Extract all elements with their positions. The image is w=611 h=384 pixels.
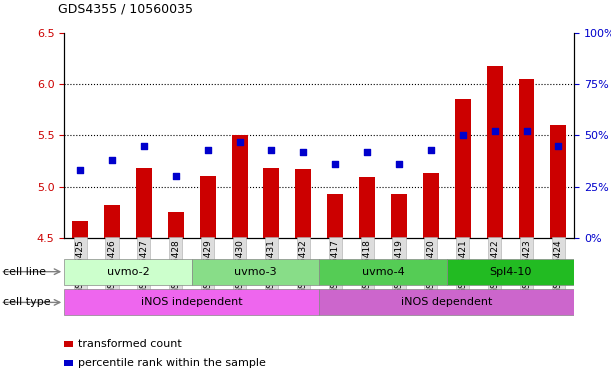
Point: [107, 157, 117, 163]
Bar: [192, 259, 319, 285]
Text: uvmo-3: uvmo-3: [234, 266, 277, 277]
Bar: [200, 177, 216, 238]
Point: [394, 161, 404, 167]
Text: GSM796419: GSM796419: [395, 239, 403, 294]
Text: GSM796426: GSM796426: [108, 239, 117, 294]
Text: Spl4-10: Spl4-10: [489, 266, 532, 277]
Text: GSM796418: GSM796418: [362, 239, 371, 294]
Point: [139, 142, 148, 149]
Bar: [391, 194, 407, 238]
Text: percentile rank within the sample: percentile rank within the sample: [78, 358, 266, 368]
Text: cell type: cell type: [3, 297, 51, 308]
Bar: [486, 66, 503, 238]
Text: GSM796420: GSM796420: [426, 239, 436, 294]
Point: [554, 142, 563, 149]
Point: [362, 149, 372, 155]
Bar: [320, 290, 574, 315]
Bar: [72, 221, 88, 238]
Bar: [168, 212, 184, 238]
Bar: [263, 168, 279, 238]
Bar: [232, 136, 247, 238]
Text: iNOS dependent: iNOS dependent: [401, 297, 492, 308]
Text: GDS4355 / 10560035: GDS4355 / 10560035: [58, 2, 193, 15]
Text: transformed count: transformed count: [78, 339, 181, 349]
Text: GSM796417: GSM796417: [331, 239, 340, 294]
Point: [298, 149, 308, 155]
Text: iNOS independent: iNOS independent: [141, 297, 243, 308]
Point: [458, 132, 467, 139]
Text: GSM796427: GSM796427: [139, 239, 148, 294]
Bar: [423, 173, 439, 238]
Text: GSM796430: GSM796430: [235, 239, 244, 294]
Bar: [447, 259, 574, 285]
Text: uvmo-4: uvmo-4: [362, 266, 404, 277]
Bar: [455, 99, 470, 238]
Point: [426, 147, 436, 153]
Text: GSM796423: GSM796423: [522, 239, 531, 294]
Bar: [551, 125, 566, 238]
Bar: [327, 194, 343, 238]
Text: GSM796424: GSM796424: [554, 239, 563, 294]
Bar: [320, 259, 447, 285]
Text: uvmo-2: uvmo-2: [106, 266, 149, 277]
Text: GSM796429: GSM796429: [203, 239, 212, 294]
Bar: [136, 168, 152, 238]
Bar: [359, 177, 375, 238]
Text: GSM796432: GSM796432: [299, 239, 308, 294]
Point: [235, 139, 244, 145]
Text: GSM796421: GSM796421: [458, 239, 467, 294]
Point: [75, 167, 85, 173]
Point: [203, 147, 213, 153]
Bar: [64, 290, 319, 315]
Text: GSM796428: GSM796428: [171, 239, 180, 294]
Bar: [104, 205, 120, 238]
Point: [266, 147, 276, 153]
Bar: [64, 360, 73, 366]
Point: [331, 161, 340, 167]
Bar: [519, 79, 535, 238]
Text: GSM796425: GSM796425: [76, 239, 84, 294]
Bar: [64, 341, 73, 348]
Text: GSM796422: GSM796422: [490, 239, 499, 294]
Point: [490, 128, 500, 134]
Text: GSM796431: GSM796431: [267, 239, 276, 294]
Bar: [64, 259, 192, 285]
Text: cell line: cell line: [3, 266, 46, 277]
Bar: [295, 169, 311, 238]
Point: [522, 128, 532, 134]
Point: [171, 174, 181, 180]
